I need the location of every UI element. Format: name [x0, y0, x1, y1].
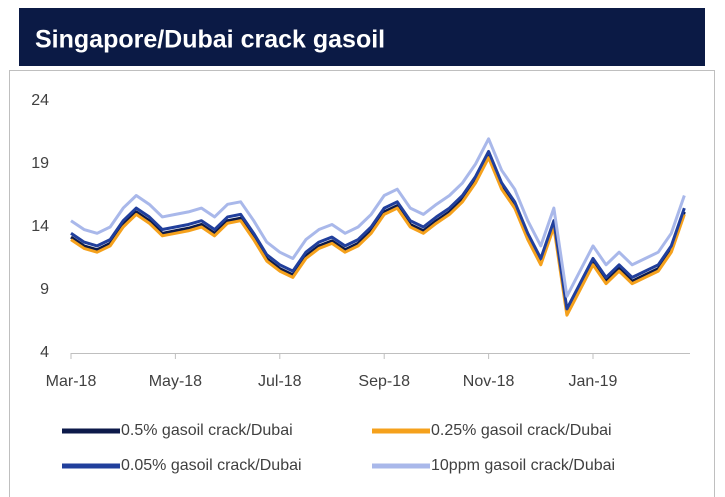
- x-tick-label: Jul-18: [258, 373, 302, 390]
- series-line: [70, 137, 686, 298]
- y-tick-label: 4: [40, 344, 49, 361]
- y-tick-label: 24: [31, 92, 49, 109]
- legend-label: 0.05% gasoil crack/Dubai: [121, 457, 302, 474]
- series-line: [70, 149, 686, 311]
- x-tick-label: Jan-19: [569, 373, 618, 390]
- legend-label: 10ppm gasoil crack/Dubai: [431, 457, 615, 474]
- chart-title: Singapore/Dubai crack gasoil: [35, 26, 385, 54]
- chart-frame: [9, 70, 715, 497]
- header-band: [19, 8, 705, 66]
- legend-label: 0.25% gasoil crack/Dubai: [431, 422, 612, 439]
- x-tick-label: May-18: [149, 373, 202, 390]
- x-tick-label: Mar-18: [46, 373, 97, 390]
- y-tick-label: 19: [31, 155, 49, 172]
- x-tick-label: Nov-18: [463, 373, 515, 390]
- y-tick-label: 14: [31, 218, 49, 235]
- series-line: [70, 156, 686, 317]
- series-line: [70, 153, 686, 315]
- x-tick-label: Sep-18: [358, 373, 410, 390]
- legend-label: 0.5% gasoil crack/Dubai: [121, 422, 293, 439]
- y-tick-label: 9: [40, 281, 49, 298]
